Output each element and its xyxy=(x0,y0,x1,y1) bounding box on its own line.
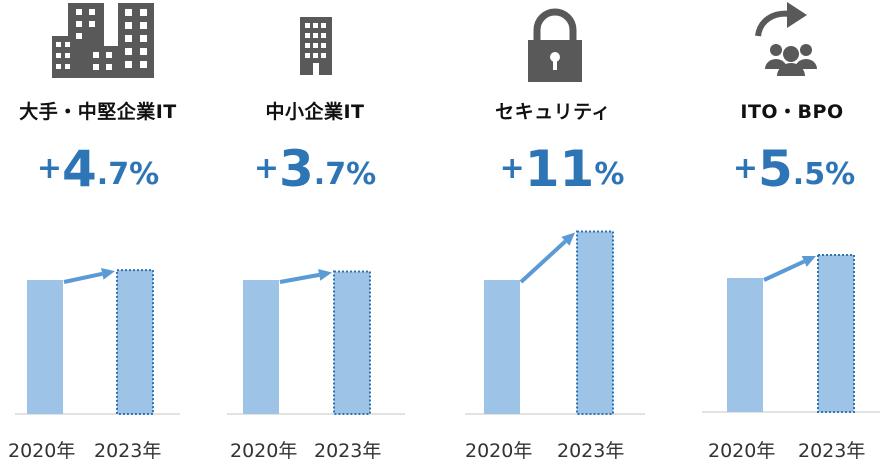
tick-label: 2020年 xyxy=(465,440,533,462)
growth-arrow-line xyxy=(279,272,320,284)
buildings-icon xyxy=(52,3,154,78)
bar-2023 xyxy=(333,270,371,415)
growth-arrow-line xyxy=(63,271,103,284)
bar-chart xyxy=(465,230,645,415)
panel-smb: 中小企業IT +3.7% 2020年 2023年 xyxy=(215,0,415,463)
bar-2020 xyxy=(484,280,520,414)
bar-2023 xyxy=(817,253,855,414)
x-axis-labels: 2020年 2023年 xyxy=(455,436,655,462)
bar-chart xyxy=(702,253,880,414)
bar-2023 xyxy=(116,269,154,415)
tick-label: 2023年 xyxy=(94,440,162,462)
growth-rate: +5.5% xyxy=(732,140,856,198)
x-axis-labels: 2020年 2023年 xyxy=(690,436,880,462)
bar-2020 xyxy=(27,280,63,414)
office-building-icon xyxy=(300,17,332,75)
tick-label: 2020年 xyxy=(8,440,76,462)
category-title: セキュリティ xyxy=(495,101,611,123)
x-axis-labels: 2020年 2023年 xyxy=(0,436,200,462)
tick-label: 2023年 xyxy=(557,440,625,462)
bar-2020 xyxy=(243,280,279,414)
tick-label: 2020年 xyxy=(708,440,776,462)
bar-chart xyxy=(227,268,405,415)
growth-arrow-head xyxy=(318,268,332,281)
tick-label: 2023年 xyxy=(798,440,866,462)
tick-label: 2023年 xyxy=(314,440,382,462)
growth-rate: +3.7% xyxy=(253,140,377,198)
people-share-icon xyxy=(755,2,817,76)
category-title: ITO・BPO xyxy=(740,101,844,123)
bar-chart xyxy=(15,267,180,415)
growth-arrow-line xyxy=(763,259,806,282)
growth-arrow-line xyxy=(519,239,567,284)
x-axis-labels: 2020年 2023年 xyxy=(215,436,415,462)
padlock-icon xyxy=(528,8,582,82)
growth-arrow-head xyxy=(561,232,575,246)
panel-large-mid-enterprise: 大手・中堅企業IT +4.7% 2020年 2023年 xyxy=(0,0,200,463)
panel-security: セキュリティ +11% 2020年 2023年 xyxy=(455,0,655,463)
tick-label: 2020年 xyxy=(230,440,298,462)
bar-2023 xyxy=(576,230,614,415)
growth-rate: +4.7% xyxy=(36,140,160,198)
bar-2020 xyxy=(727,278,763,412)
growth-arrow-head xyxy=(801,255,816,267)
category-title: 中小企業IT xyxy=(265,101,365,123)
growth-rate: +11% xyxy=(499,140,625,198)
growth-arrow-head xyxy=(101,267,115,280)
panel-ito-bpo: ITO・BPO +5.5% 2020年 2023年 xyxy=(690,0,880,463)
category-title: 大手・中堅企業IT xyxy=(19,101,177,123)
